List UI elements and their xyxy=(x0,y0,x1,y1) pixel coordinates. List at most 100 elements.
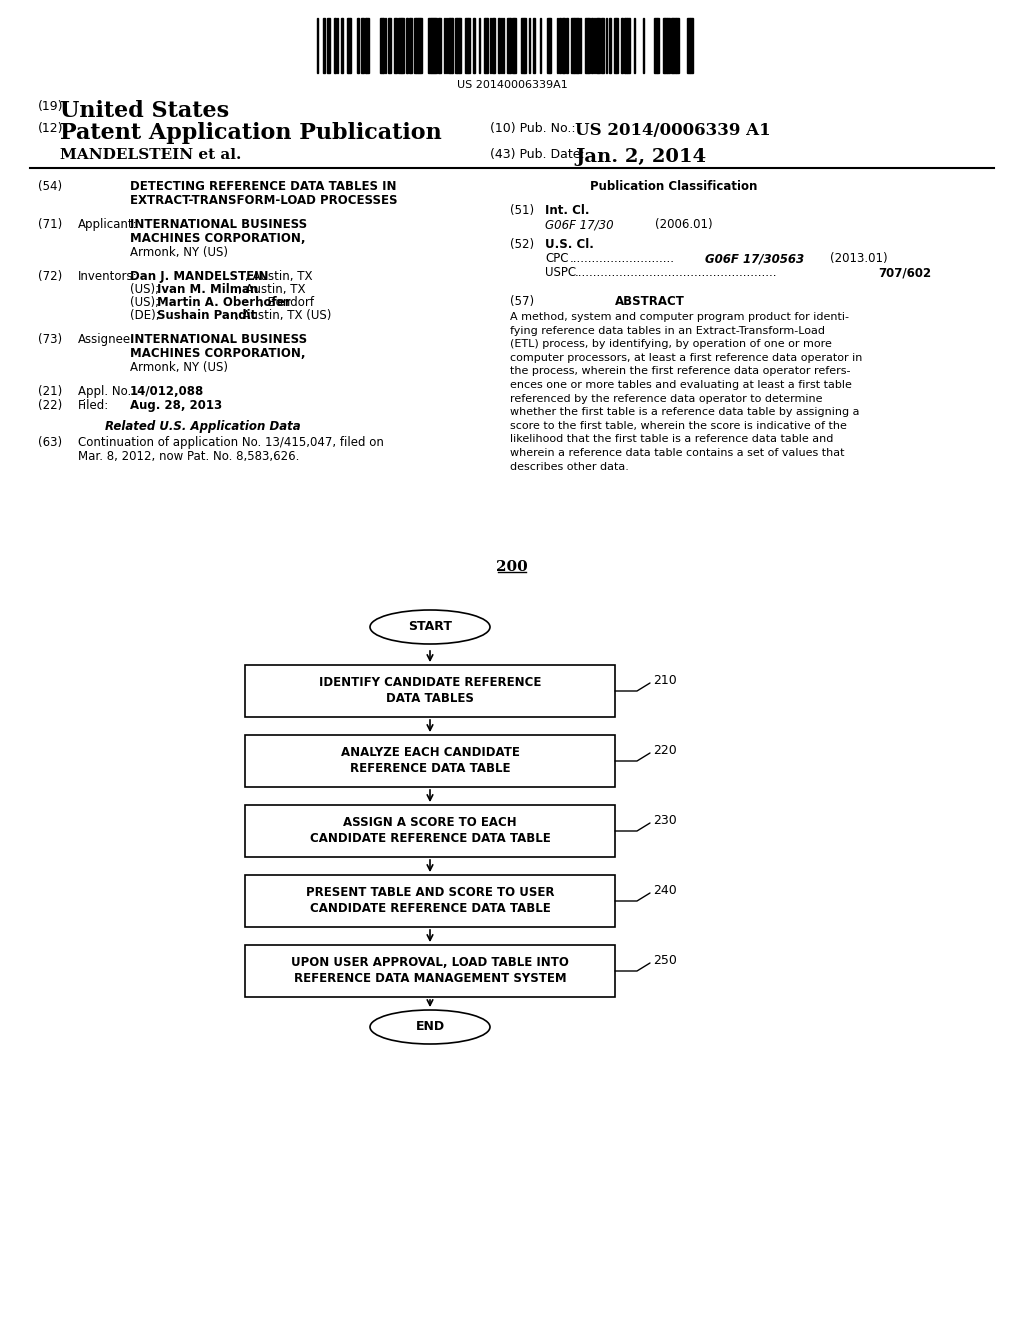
Bar xyxy=(459,18,461,73)
Text: INTERNATIONAL BUSINESS: INTERNATIONAL BUSINESS xyxy=(130,333,307,346)
Text: ANALYZE EACH CANDIDATE: ANALYZE EACH CANDIDATE xyxy=(341,747,519,759)
Text: 707/602: 707/602 xyxy=(878,267,931,279)
Text: MANDELSTEIN et al.: MANDELSTEIN et al. xyxy=(60,148,242,162)
Bar xyxy=(366,18,369,73)
Text: ......................................................: ........................................… xyxy=(575,267,777,279)
Bar xyxy=(245,875,615,927)
Text: Appl. No.:: Appl. No.: xyxy=(78,385,135,399)
Text: 14/012,088: 14/012,088 xyxy=(130,385,204,399)
Text: ABSTRACT: ABSTRACT xyxy=(615,294,685,308)
Bar xyxy=(625,18,627,73)
Bar xyxy=(585,18,588,73)
Bar xyxy=(512,18,514,73)
Bar xyxy=(468,18,470,73)
Bar xyxy=(435,18,437,73)
Bar xyxy=(524,18,526,73)
Bar xyxy=(414,18,416,73)
Text: CPC: CPC xyxy=(545,252,568,265)
Bar xyxy=(420,18,422,73)
Text: (72): (72) xyxy=(38,271,62,282)
Text: (52): (52) xyxy=(510,238,535,251)
Text: US 2014/0006339 A1: US 2014/0006339 A1 xyxy=(575,121,771,139)
Text: (51): (51) xyxy=(510,205,535,216)
Text: Aug. 28, 2013: Aug. 28, 2013 xyxy=(130,399,222,412)
Text: 230: 230 xyxy=(653,814,677,828)
Text: (2006.01): (2006.01) xyxy=(655,218,713,231)
Text: 210: 210 xyxy=(653,675,677,688)
Bar xyxy=(534,18,535,73)
Bar xyxy=(402,18,404,73)
Text: A method, system and computer program product for identi-
fying reference data t: A method, system and computer program pr… xyxy=(510,312,862,471)
Bar xyxy=(394,18,397,73)
Text: 200: 200 xyxy=(496,560,528,574)
Text: CANDIDATE REFERENCE DATA TABLE: CANDIDATE REFERENCE DATA TABLE xyxy=(309,903,550,916)
Text: ............................: ............................ xyxy=(570,252,675,265)
Bar xyxy=(410,18,412,73)
Bar xyxy=(245,665,615,717)
Text: Filed:: Filed: xyxy=(78,399,110,412)
Bar xyxy=(449,18,450,73)
Text: (DE);: (DE); xyxy=(130,309,160,322)
Text: (22): (22) xyxy=(38,399,62,412)
Bar xyxy=(492,18,494,73)
Text: United States: United States xyxy=(60,100,229,121)
Text: 220: 220 xyxy=(653,744,677,758)
Text: (2013.01): (2013.01) xyxy=(830,252,888,265)
Bar xyxy=(455,18,457,73)
Text: (US);: (US); xyxy=(130,282,159,296)
Bar xyxy=(566,18,568,73)
Bar xyxy=(245,945,615,997)
Text: IDENTIFY CANDIDATE REFERENCE: IDENTIFY CANDIDATE REFERENCE xyxy=(318,676,542,689)
Bar xyxy=(380,18,383,73)
Text: REFERENCE DATA MANAGEMENT SYSTEM: REFERENCE DATA MANAGEMENT SYSTEM xyxy=(294,973,566,986)
Text: Publication Classification: Publication Classification xyxy=(590,180,758,193)
Text: (21): (21) xyxy=(38,385,62,399)
Bar xyxy=(676,18,679,73)
Text: (10) Pub. No.:: (10) Pub. No.: xyxy=(490,121,575,135)
Text: Int. Cl.: Int. Cl. xyxy=(545,205,590,216)
Text: USPC: USPC xyxy=(545,267,577,279)
Text: Continuation of application No. 13/415,047, filed on: Continuation of application No. 13/415,0… xyxy=(78,436,384,449)
Text: (US);: (US); xyxy=(130,296,159,309)
Text: Mar. 8, 2012, now Pat. No. 8,583,626.: Mar. 8, 2012, now Pat. No. 8,583,626. xyxy=(78,450,299,463)
Text: Assignee:: Assignee: xyxy=(78,333,135,346)
Text: , Austin, TX (US): , Austin, TX (US) xyxy=(234,309,332,322)
Text: Related U.S. Application Data: Related U.S. Application Data xyxy=(105,420,301,433)
Text: Jan. 2, 2014: Jan. 2, 2014 xyxy=(575,148,707,166)
Bar xyxy=(598,18,600,73)
Text: (54): (54) xyxy=(38,180,62,193)
Text: (71): (71) xyxy=(38,218,62,231)
Text: , Austin, TX: , Austin, TX xyxy=(238,282,305,296)
Bar xyxy=(687,18,690,73)
Bar xyxy=(616,18,618,73)
Text: Armonk, NY (US): Armonk, NY (US) xyxy=(130,360,228,374)
Bar xyxy=(588,18,590,73)
Text: (73): (73) xyxy=(38,333,62,346)
Text: Patent Application Publication: Patent Application Publication xyxy=(60,121,441,144)
Bar xyxy=(514,18,516,73)
Text: , Bondorf: , Bondorf xyxy=(260,296,314,309)
Bar xyxy=(439,18,441,73)
Text: DATA TABLES: DATA TABLES xyxy=(386,693,474,705)
Bar xyxy=(323,18,325,73)
Text: REFERENCE DATA TABLE: REFERENCE DATA TABLE xyxy=(350,763,510,776)
Text: END: END xyxy=(416,1020,444,1034)
Text: MACHINES CORPORATION,: MACHINES CORPORATION, xyxy=(130,232,305,246)
Text: G06F 17/30: G06F 17/30 xyxy=(545,218,613,231)
Bar xyxy=(450,18,452,73)
Bar xyxy=(547,18,549,73)
Bar xyxy=(245,805,615,857)
Bar xyxy=(521,18,524,73)
Bar xyxy=(657,18,659,73)
Text: , Austin, TX: , Austin, TX xyxy=(245,271,312,282)
Bar xyxy=(591,18,593,73)
Bar xyxy=(327,18,330,73)
Text: G06F 17/30563: G06F 17/30563 xyxy=(705,252,804,265)
Bar xyxy=(596,18,598,73)
Bar xyxy=(457,18,459,73)
Text: Ivan M. Milman: Ivan M. Milman xyxy=(157,282,258,296)
Text: START: START xyxy=(408,620,452,634)
Text: (43) Pub. Date:: (43) Pub. Date: xyxy=(490,148,585,161)
Bar xyxy=(559,18,561,73)
Bar xyxy=(574,18,577,73)
